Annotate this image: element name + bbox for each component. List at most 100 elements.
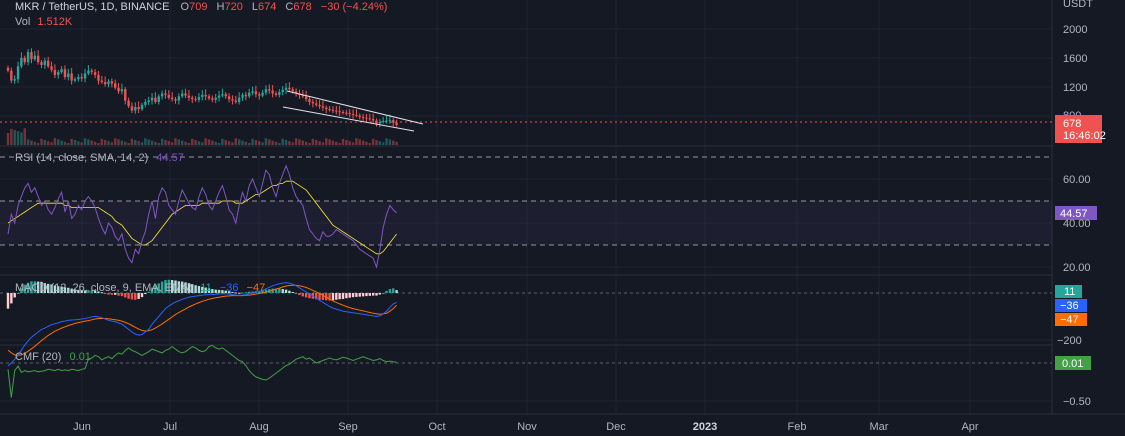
volume-bar xyxy=(43,140,47,145)
macd-histogram-bar xyxy=(23,284,26,293)
candle-body xyxy=(301,94,304,97)
volume-bar xyxy=(308,143,311,145)
volume-bar xyxy=(77,141,80,145)
macd-histogram-bar xyxy=(67,287,70,293)
volume-bar xyxy=(147,139,150,145)
candle-body xyxy=(365,117,368,119)
macd-histogram-bar xyxy=(248,291,251,293)
rsi-tick: 40.00 xyxy=(1063,218,1091,230)
month-label: Apr xyxy=(961,421,978,433)
volume-bar xyxy=(214,141,217,145)
candle-body xyxy=(57,72,60,75)
volume-bar xyxy=(331,140,335,145)
candle-body xyxy=(170,97,174,100)
candle-body xyxy=(167,94,170,98)
volume-bar xyxy=(311,138,315,145)
macd-histogram-bar xyxy=(124,293,127,298)
candle-body xyxy=(318,104,321,107)
macd-histogram-bar xyxy=(137,293,140,299)
rsi-legend: RSI (14, close, SMA, 14, 2) 44.57 xyxy=(15,152,184,164)
macd-histogram-bar xyxy=(318,293,321,300)
volume-bar xyxy=(154,141,157,145)
macd-histogram-bar xyxy=(93,290,97,293)
volume-bar xyxy=(194,140,197,145)
macd-histogram-bar xyxy=(184,282,187,293)
candle-body xyxy=(26,52,30,63)
bar-countdown: 16:46:02 xyxy=(1063,130,1106,142)
candle-body xyxy=(154,97,157,102)
macd-histogram-bar xyxy=(26,282,30,293)
volume-bar xyxy=(20,132,23,145)
volume-bar xyxy=(237,139,241,145)
macd-hist-label: 11 xyxy=(1064,286,1075,298)
candle-body xyxy=(117,87,120,92)
macd-histogram-bar xyxy=(331,293,335,301)
macd-histogram-bar xyxy=(375,293,378,296)
volume-bar xyxy=(221,138,224,145)
candle-body xyxy=(43,60,47,65)
candle-body xyxy=(40,62,43,65)
candle-body xyxy=(264,89,268,93)
candle-body xyxy=(231,99,234,101)
wedge-trendlines[interactable] xyxy=(282,90,424,132)
macd-histogram-bar xyxy=(16,293,20,294)
macd-histogram-bar xyxy=(83,290,87,293)
macd-histogram-bar xyxy=(53,285,57,293)
candle-body xyxy=(97,74,100,81)
volume-bar xyxy=(288,141,291,145)
volume-bar xyxy=(371,138,375,145)
volume-bar xyxy=(338,143,341,145)
volume-bar xyxy=(345,140,348,145)
macd-histogram-bar xyxy=(77,289,80,293)
volume-bar xyxy=(365,141,368,145)
macd-histogram-bar xyxy=(244,292,248,294)
macd-histogram-bar xyxy=(110,293,114,295)
volume-bar xyxy=(73,140,77,145)
macd-signal-label: −47 xyxy=(1060,314,1079,326)
candle-body xyxy=(174,99,177,101)
candle-body xyxy=(278,92,281,95)
macd-histogram-bar xyxy=(358,293,361,297)
time-axis[interactable]: Jun Jul Aug Sep Oct Nov Dec 2023 Feb Mar… xyxy=(73,421,979,433)
candle-body xyxy=(33,55,36,60)
cmf-axis[interactable]: 0.01 −0.50 xyxy=(1055,356,1091,408)
macd-histogram-bar xyxy=(177,281,181,293)
candle-body xyxy=(80,77,83,79)
month-label: Oct xyxy=(428,421,445,433)
cmf-value-tag xyxy=(1055,356,1091,370)
candle-body xyxy=(53,69,57,75)
volume-bar xyxy=(258,141,261,145)
macd-histogram-bar xyxy=(308,293,311,299)
candle-body xyxy=(335,110,338,112)
volume-bar xyxy=(378,141,382,145)
volume-bar xyxy=(301,140,304,145)
candle-body xyxy=(144,102,147,105)
candle-body xyxy=(90,70,93,73)
volume-bar xyxy=(120,140,124,145)
macd-histogram-bar xyxy=(371,293,375,296)
rsi-axis[interactable]: 60.00 44.57 40.00 20.00 xyxy=(1055,174,1097,274)
candle-body xyxy=(388,120,392,122)
candles xyxy=(6,48,398,128)
volume-bar xyxy=(16,131,20,145)
candle-body xyxy=(70,73,73,81)
volume-bar xyxy=(90,140,93,145)
cmf-line xyxy=(7,344,397,398)
macd-histogram-bar xyxy=(251,291,254,293)
candle-body xyxy=(341,111,345,113)
candle-body xyxy=(50,66,53,70)
volume-header: Vol 1.512K xyxy=(15,16,73,28)
candle-body xyxy=(120,89,124,92)
macd-histogram-bar xyxy=(130,293,134,300)
volume-bar xyxy=(181,140,184,145)
month-label: Dec xyxy=(606,421,626,433)
price-axis[interactable]: USDT 2000 1600 1200 800 678 16:46:02 xyxy=(1055,0,1106,143)
macd-axis[interactable]: 11 −36 −47 −200 xyxy=(1055,285,1087,347)
macd-histogram-bar xyxy=(80,290,83,293)
volume-bar xyxy=(388,139,392,145)
macd-histogram-bar xyxy=(87,290,90,293)
macd-line-label: −36 xyxy=(1060,300,1079,312)
candle-body xyxy=(197,97,201,100)
volume-bars xyxy=(6,128,398,145)
